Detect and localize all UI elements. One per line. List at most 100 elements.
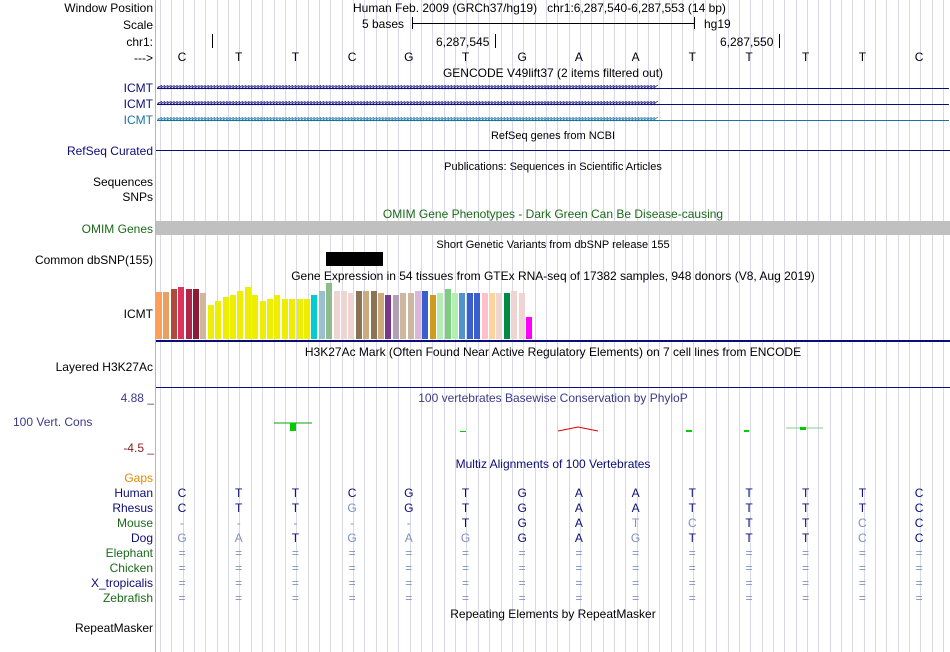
- gtex-tissue-bar[interactable]: [370, 291, 377, 339]
- gtex-tissue-bar[interactable]: [207, 305, 214, 339]
- gtex-tissue-bar[interactable]: [474, 293, 481, 339]
- species-label-mouse[interactable]: Mouse: [116, 516, 153, 530]
- position-readout[interactable]: chr1:6,287,540-6,287,553 (14 bp): [547, 1, 726, 15]
- omim-feature-bar[interactable]: [156, 221, 950, 235]
- gtex-gene-line: [156, 340, 950, 342]
- refseq-feature-line[interactable]: [156, 150, 950, 151]
- gtex-tissue-bar[interactable]: [222, 297, 229, 339]
- gtex-tissue-bar[interactable]: [363, 291, 370, 339]
- gtex-track-title[interactable]: Gene Expression in 54 tissues from GTEx …: [291, 269, 815, 283]
- gtex-tissue-bar[interactable]: [296, 299, 303, 339]
- alignment-base: T: [802, 531, 810, 545]
- gtex-tissue-bar[interactable]: [304, 299, 310, 339]
- gtex-tissue-bar[interactable]: [185, 289, 192, 339]
- species-label-dog[interactable]: Dog: [130, 531, 153, 545]
- gtex-tissue-bar[interactable]: [422, 291, 429, 339]
- species-label-human[interactable]: Human: [114, 486, 153, 500]
- grid-line: [852, 0, 853, 652]
- repeatmasker-track-title[interactable]: Repeating Elements by RepeatMasker: [450, 607, 656, 621]
- publications-track-title[interactable]: Publications: Sequences in Scientific Ar…: [444, 161, 662, 173]
- gtex-tissue-bar[interactable]: [200, 293, 207, 339]
- gtex-tissue-bar[interactable]: [156, 292, 162, 339]
- gtex-tissue-bar[interactable]: [459, 293, 466, 339]
- dbsnp-variant-block[interactable]: [326, 252, 383, 266]
- gtex-label[interactable]: ICMT: [123, 307, 153, 321]
- gtex-tissue-bar[interactable]: [311, 295, 318, 339]
- gtex-tissue-bar[interactable]: [489, 293, 495, 339]
- gtex-tissue-bar[interactable]: [511, 291, 518, 339]
- grid-line: [466, 0, 467, 652]
- gtex-tissue-bar[interactable]: [178, 287, 185, 339]
- grid-line: [943, 0, 944, 652]
- gaps-label[interactable]: Gaps: [124, 471, 153, 485]
- multiz-track-title[interactable]: Multiz Alignments of 100 Vertebrates: [455, 457, 651, 471]
- gtex-tissue-bar[interactable]: [281, 299, 288, 339]
- gtex-tissue-bar[interactable]: [267, 299, 273, 339]
- species-label-zebrafish[interactable]: Zebrafish: [102, 591, 153, 605]
- gtex-tissue-bar[interactable]: [452, 293, 458, 339]
- gtex-tissue-bar[interactable]: [348, 293, 355, 339]
- gtex-tissue-bar[interactable]: [230, 295, 236, 339]
- phylop-graph[interactable]: [156, 410, 950, 440]
- gtex-tissue-bar[interactable]: [496, 293, 503, 339]
- species-label-x_tropicalis[interactable]: X_tropicalis: [90, 576, 153, 590]
- phylop-label[interactable]: 100 Vert. Cons: [13, 415, 93, 429]
- gencode-transcript-label[interactable]: ICMT: [123, 81, 153, 95]
- gtex-tissue-bar[interactable]: [244, 287, 251, 339]
- gtex-tissue-bar[interactable]: [289, 299, 296, 339]
- gtex-tissue-bar[interactable]: [333, 291, 340, 339]
- gtex-tissue-bar[interactable]: [318, 291, 325, 339]
- gencode-transcript-label[interactable]: ICMT: [123, 97, 153, 111]
- dbsnp-track-title[interactable]: Short Genetic Variants from dbSNP releas…: [436, 239, 670, 251]
- species-label-rhesus[interactable]: Rhesus: [112, 501, 153, 515]
- gtex-tissue-bar[interactable]: [385, 295, 392, 339]
- gtex-tissue-bar[interactable]: [392, 295, 399, 339]
- gtex-tissue-bar[interactable]: [274, 295, 281, 339]
- gtex-tissue-bar[interactable]: [526, 317, 532, 339]
- gtex-tissue-bar[interactable]: [355, 291, 362, 339]
- gtex-tissue-bar[interactable]: [378, 293, 384, 339]
- gtex-tissue-bar[interactable]: [400, 293, 407, 339]
- omim-label[interactable]: OMIM Genes: [81, 222, 153, 236]
- gtex-tissue-bar[interactable]: [518, 293, 525, 339]
- gtex-tissue-bar[interactable]: [193, 289, 199, 339]
- gtex-tissue-bar[interactable]: [481, 293, 488, 339]
- dbsnp-label[interactable]: Common dbSNP(155): [34, 253, 153, 267]
- gtex-tissue-bar[interactable]: [503, 293, 510, 339]
- gtex-tissue-bar[interactable]: [237, 291, 244, 339]
- gtex-tissue-bar[interactable]: [466, 293, 473, 339]
- alignment-base: =: [688, 576, 696, 590]
- refseq-label[interactable]: RefSeq Curated: [66, 144, 153, 158]
- gtex-tissue-bar[interactable]: [429, 295, 436, 339]
- h3k27ac-label[interactable]: Layered H3K27Ac: [55, 360, 153, 374]
- species-label-elephant[interactable]: Elephant: [105, 546, 153, 560]
- h3k27ac-track-title[interactable]: H3K27Ac Mark (Often Found Near Active Re…: [304, 345, 802, 359]
- alignment-base: =: [745, 591, 753, 605]
- snps-label[interactable]: SNPs: [122, 190, 153, 204]
- gtex-tissue-bar[interactable]: [215, 301, 222, 339]
- gencode-transcript-label[interactable]: ICMT: [123, 113, 153, 127]
- repeatmasker-label[interactable]: RepeatMasker: [74, 621, 153, 635]
- alignment-base: =: [575, 576, 583, 590]
- phylop-track-title[interactable]: 100 vertebrates Basewise Conservation by…: [418, 391, 688, 405]
- gtex-tissue-bar[interactable]: [170, 289, 177, 339]
- gencode-track-title[interactable]: GENCODE V49lift37 (2 items filtered out): [442, 66, 664, 80]
- alignment-base: T: [235, 486, 243, 500]
- gtex-tissue-bar[interactable]: [341, 291, 347, 339]
- gtex-tissue-bar[interactable]: [163, 292, 170, 339]
- gtex-tissue-bar[interactable]: [407, 293, 414, 339]
- gtex-tissue-bar[interactable]: [259, 301, 266, 339]
- gtex-tissue-bar[interactable]: [415, 291, 421, 339]
- gtex-tissue-bar[interactable]: [252, 295, 259, 339]
- alignment-base: T: [802, 501, 810, 515]
- gtex-tissue-bar[interactable]: [437, 293, 444, 339]
- grid-line: [705, 0, 706, 652]
- refseq-track-title[interactable]: RefSeq genes from NCBI: [490, 130, 616, 142]
- species-label-chicken[interactable]: Chicken: [109, 561, 153, 575]
- sequences-label[interactable]: Sequences: [92, 175, 153, 189]
- gtex-tissue-bar[interactable]: [444, 289, 451, 339]
- gtex-tissue-bar[interactable]: [326, 283, 333, 339]
- alignment-base: C: [687, 516, 697, 530]
- omim-track-title[interactable]: OMIM Gene Phenotypes - Dark Green Can Be…: [382, 207, 724, 221]
